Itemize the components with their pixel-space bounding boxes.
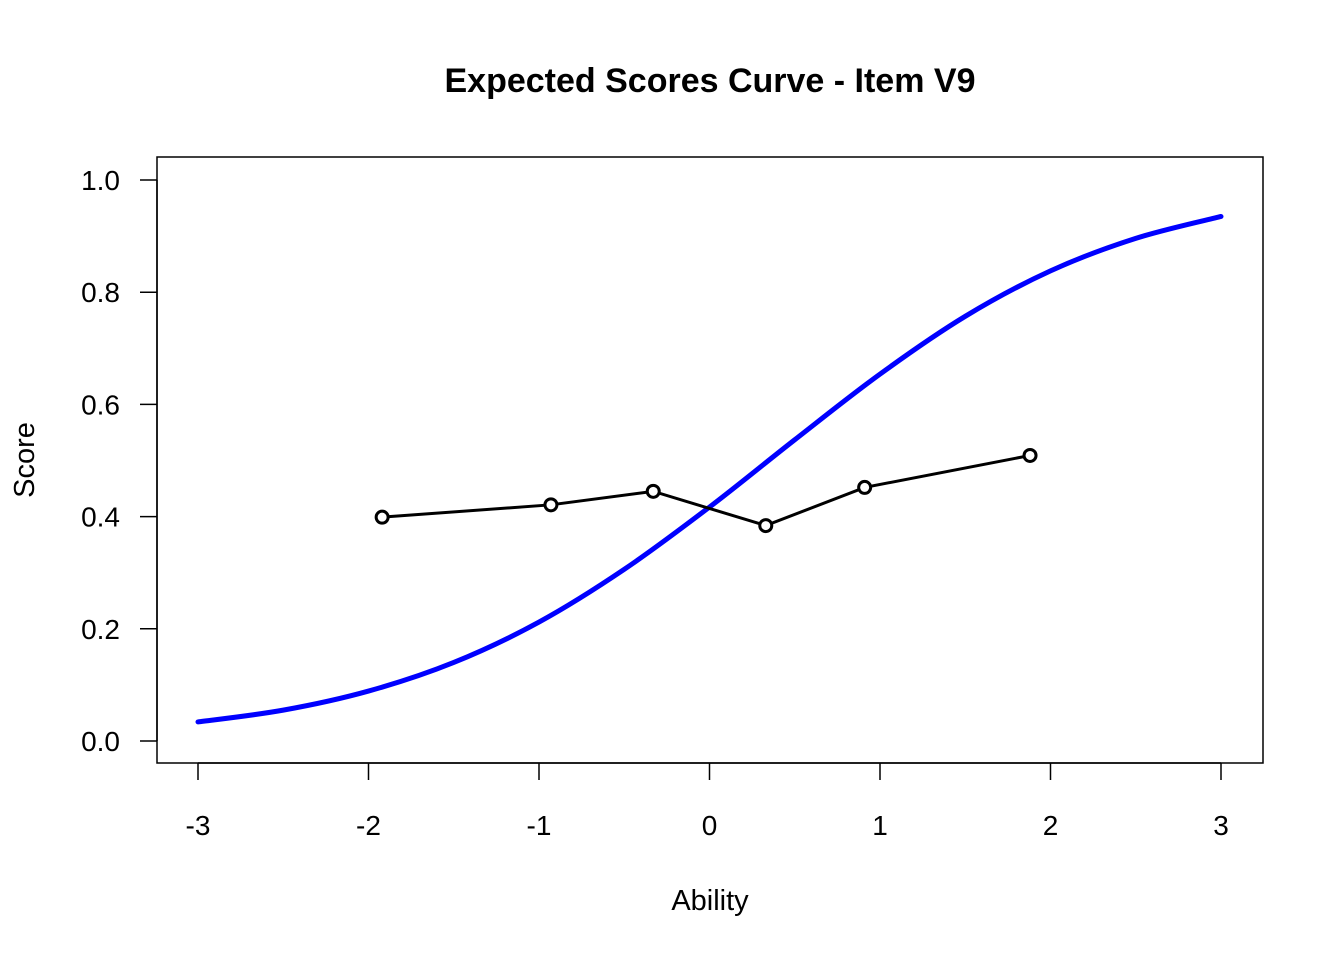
y-tick-label: 1.0 — [81, 165, 120, 196]
observed-score-point — [374, 509, 390, 525]
x-tick-label: -1 — [527, 810, 552, 841]
y-tick-label: 0.8 — [81, 277, 120, 308]
plot-frame — [156, 156, 1264, 764]
observed-score-point — [543, 497, 559, 513]
x-tick-label: -2 — [356, 810, 381, 841]
y-tick-label: 0.4 — [81, 502, 120, 533]
y-axis: 0.0 0.2 0.4 0.6 0.8 1.0 — [81, 165, 158, 757]
chart-title: Expected Scores Curve - Item V9 — [444, 62, 975, 100]
observed-score-point — [758, 518, 774, 534]
observed-score-line — [382, 453, 1031, 528]
x-tick-label: 2 — [1043, 810, 1059, 841]
x-tick-label: -3 — [186, 810, 211, 841]
x-tick-label: 3 — [1213, 810, 1229, 841]
observed-score-point — [1022, 447, 1038, 463]
y-tick-label: 0.0 — [81, 726, 120, 757]
x-axis: -3 -2 -1 0 1 2 3 — [186, 762, 1229, 841]
series-layer — [195, 213, 1224, 725]
expected-score-curve — [195, 213, 1224, 725]
x-axis-label: Ability — [671, 885, 749, 917]
observed-score-point — [645, 483, 661, 499]
x-tick-label: 0 — [702, 810, 718, 841]
observed-score-point — [857, 479, 873, 495]
y-axis-label: Score — [9, 422, 41, 498]
y-tick-label: 0.6 — [81, 389, 120, 420]
y-tick-label: 0.2 — [81, 614, 120, 645]
x-tick-label: 1 — [872, 810, 888, 841]
